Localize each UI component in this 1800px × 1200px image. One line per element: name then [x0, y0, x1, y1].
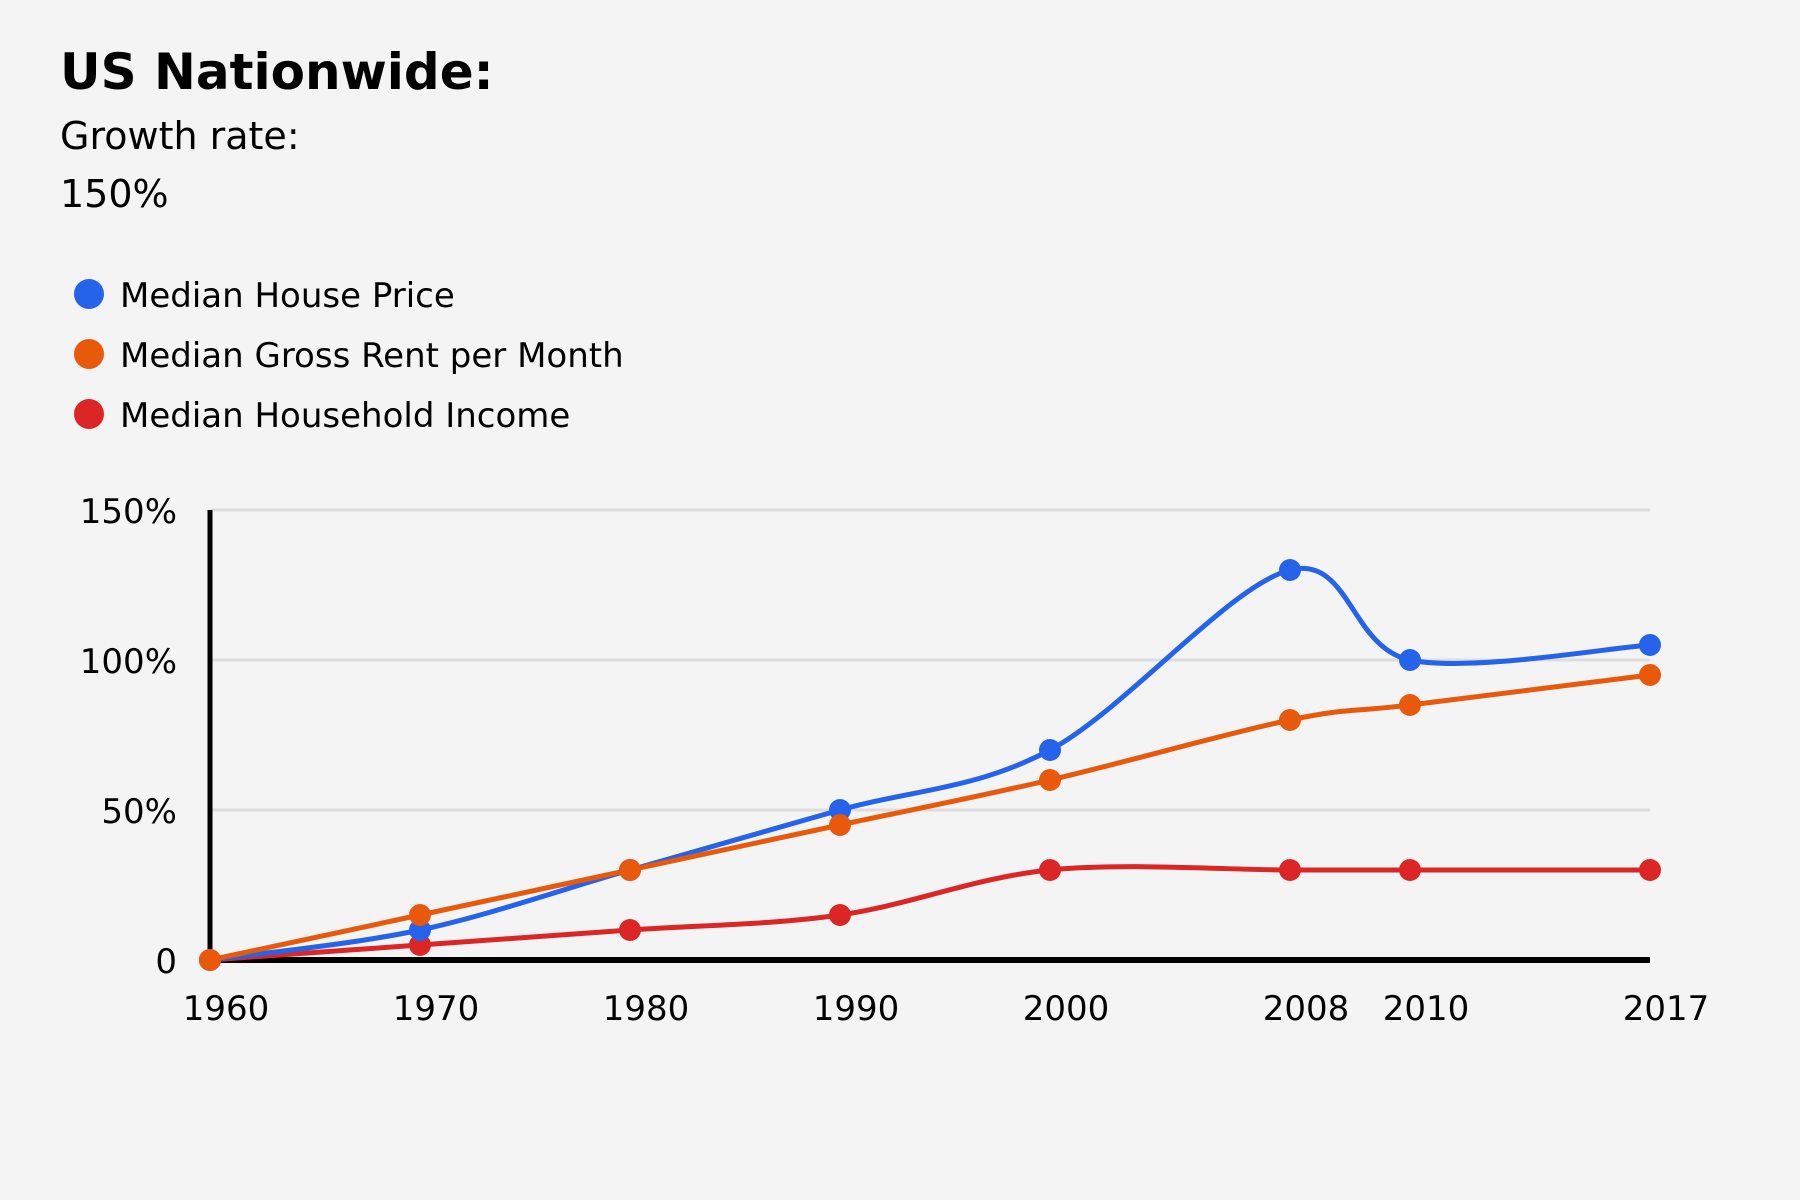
- legend-marker-household-income: [74, 399, 104, 429]
- series-line-house: [207, 565, 1653, 963]
- legend-item-house-price[interactable]: Median House Price: [74, 266, 624, 326]
- data-point-rent: [829, 814, 851, 836]
- x-tick-label: 2000: [1023, 989, 1110, 1029]
- x-tick-label: 1960: [183, 989, 270, 1029]
- legend-marker-gross-rent: [74, 339, 104, 369]
- data-point-rent: [1279, 709, 1301, 731]
- data-point-rent: [1039, 769, 1061, 791]
- data-point-house: [1039, 739, 1061, 761]
- data-point-income: [829, 904, 851, 926]
- data-point-house: [1639, 634, 1661, 656]
- chart-title: US Nationwide:: [60, 43, 494, 101]
- chart-subtitle: Growth rate:: [60, 114, 300, 158]
- x-tick-label: 2008: [1263, 989, 1350, 1029]
- data-point-rent: [1639, 664, 1661, 686]
- legend-label-household-income: Median Household Income: [120, 396, 571, 436]
- y-tick-label: 50%: [101, 792, 177, 832]
- y-tick-label: 0: [155, 942, 177, 982]
- x-tick-label: 1980: [603, 989, 690, 1029]
- data-point-house: [1279, 559, 1301, 581]
- x-tick-label: 2017: [1623, 989, 1710, 1029]
- data-point-house: [1399, 649, 1421, 671]
- data-point-income: [619, 919, 641, 941]
- legend-item-household-income[interactable]: Median Household Income: [74, 386, 624, 446]
- x-tick-label: 1990: [813, 989, 900, 1029]
- x-tick-label: 1970: [393, 989, 480, 1029]
- data-point-rent: [199, 949, 221, 971]
- chart-header: US Nationwide: Growth rate: 150%: [60, 40, 494, 218]
- data-point-income: [1399, 859, 1421, 881]
- data-point-income: [1279, 859, 1301, 881]
- y-tick-label: 100%: [80, 642, 177, 682]
- x-tick-label: 2010: [1383, 989, 1470, 1029]
- data-point-rent: [619, 859, 641, 881]
- data-point-rent: [1399, 694, 1421, 716]
- legend-label-gross-rent: Median Gross Rent per Month: [120, 336, 624, 376]
- legend-marker-house-price: [74, 279, 104, 309]
- legend-label-house-price: Median House Price: [120, 276, 455, 316]
- data-point-income: [1639, 859, 1661, 881]
- data-point-income: [1039, 859, 1061, 881]
- chart-legend: Median House Price Median Gross Rent per…: [74, 266, 624, 446]
- legend-item-gross-rent[interactable]: Median Gross Rent per Month: [74, 326, 624, 386]
- data-point-rent: [409, 904, 431, 926]
- growth-rate-value: 150%: [60, 172, 169, 216]
- y-tick-label: 150%: [80, 492, 177, 532]
